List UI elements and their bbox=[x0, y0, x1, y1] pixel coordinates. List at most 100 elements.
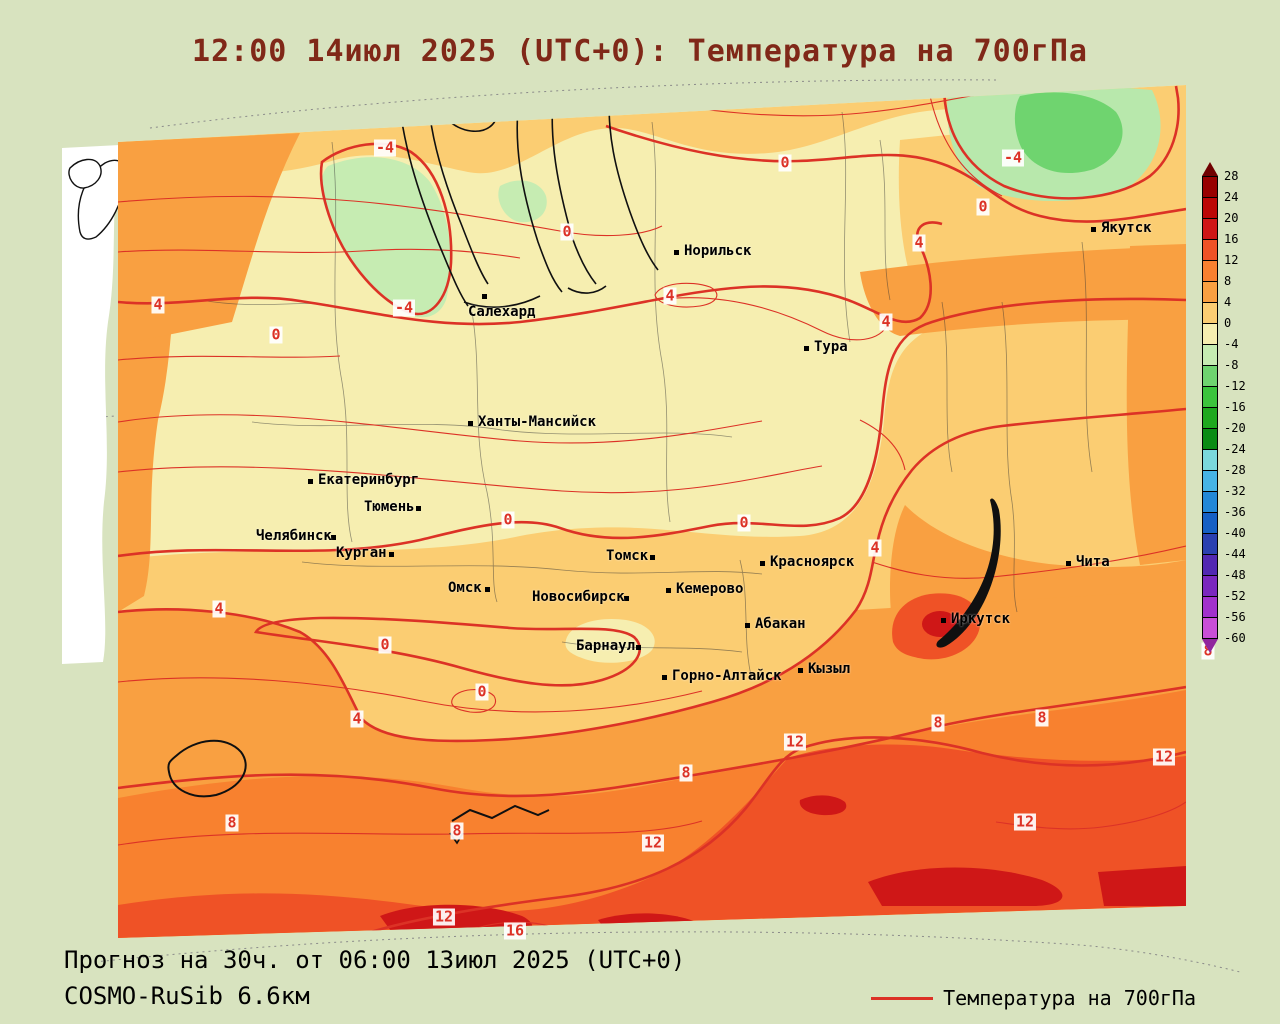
page-title: 12:00 14июл 2025 (UTC+0): Температура на… bbox=[192, 34, 1088, 69]
forecast-info: Прогноз на 30ч. от 06:00 13июл 2025 (UTC… bbox=[64, 946, 686, 974]
city-label: Челябинск bbox=[256, 528, 332, 544]
colorbar-tick-label: -52 bbox=[1224, 589, 1246, 603]
colorbar-tick-label: -40 bbox=[1224, 526, 1246, 540]
contour-label: 4 bbox=[212, 599, 226, 618]
colorbar-cell bbox=[1203, 597, 1217, 618]
city-label: Салехард bbox=[468, 304, 536, 320]
city-dot bbox=[416, 506, 421, 511]
city-dot bbox=[485, 587, 490, 592]
contour-label: 0 bbox=[560, 222, 574, 241]
city-dot bbox=[745, 623, 750, 628]
contour-label: 4 bbox=[912, 233, 926, 252]
city-label: Омск bbox=[448, 580, 482, 596]
out-of-domain-area bbox=[62, 145, 120, 664]
city-dot bbox=[662, 675, 667, 680]
city-label: Чита bbox=[1076, 554, 1110, 570]
temperature-field bbox=[118, 85, 1186, 938]
colorbar-cells bbox=[1202, 176, 1218, 639]
contour-label: 8 bbox=[1035, 708, 1049, 727]
colorbar-tick-label: -8 bbox=[1224, 358, 1239, 372]
contour-label: 12 bbox=[641, 833, 665, 852]
contour-label: -4 bbox=[392, 298, 416, 317]
contour-label: -4 bbox=[1001, 148, 1025, 167]
colorbar-tick-label: -24 bbox=[1224, 442, 1246, 456]
city-dot bbox=[636, 645, 641, 650]
colorbar-tick-label: -48 bbox=[1224, 568, 1246, 582]
city-label: Кызыл bbox=[808, 661, 851, 677]
city-label: Абакан bbox=[755, 616, 806, 632]
contour-label: 8 bbox=[450, 821, 464, 840]
colorbar-cell bbox=[1203, 408, 1217, 429]
city-dot bbox=[760, 561, 765, 566]
colorbar-tick-label: -4 bbox=[1224, 337, 1239, 351]
legend-label: Температура на 700гПа bbox=[943, 986, 1196, 1010]
contour-label: 4 bbox=[663, 286, 677, 305]
colorbar-tick-label: -28 bbox=[1224, 463, 1246, 477]
colorbar-tick-label: 28 bbox=[1224, 169, 1239, 183]
city-dot bbox=[389, 552, 394, 557]
colorbar-tick-label: 24 bbox=[1224, 190, 1239, 204]
city-dot bbox=[804, 346, 809, 351]
colorbar-cell bbox=[1203, 240, 1217, 261]
contour-label: 0 bbox=[737, 513, 751, 532]
colorbar-cell bbox=[1203, 282, 1217, 303]
colorbar-tick-label: 16 bbox=[1224, 232, 1239, 246]
contour-label: 12 bbox=[432, 907, 456, 926]
legend-line-sample bbox=[871, 996, 934, 1000]
colorbar-cell bbox=[1203, 471, 1217, 492]
colorbar-tick-label: -12 bbox=[1224, 379, 1246, 393]
colorbar-tick-label: 12 bbox=[1224, 253, 1239, 267]
colorbar-cell bbox=[1203, 324, 1217, 345]
contour-label: 8 bbox=[931, 713, 945, 732]
colorbar-tick-label: -16 bbox=[1224, 400, 1246, 414]
colorbar-cell bbox=[1203, 345, 1217, 366]
city-label: Барнаул bbox=[576, 638, 636, 654]
city-dot bbox=[650, 555, 655, 560]
colorbar-arrow-top bbox=[1202, 162, 1218, 176]
colorbar-tick-label: -20 bbox=[1224, 421, 1246, 435]
colorbar-cell bbox=[1203, 429, 1217, 450]
colorbar-cell bbox=[1203, 261, 1217, 282]
lake-baikal bbox=[936, 498, 1001, 648]
city-label: Новосибирск bbox=[532, 589, 625, 605]
colorbar-arrow-bottom bbox=[1202, 639, 1218, 653]
city-dot bbox=[1066, 561, 1071, 566]
contour-label: 0 bbox=[976, 197, 990, 216]
contour-label: 0 bbox=[778, 153, 792, 172]
contour-label: 0 bbox=[475, 682, 489, 701]
contour-label: 4 bbox=[879, 312, 893, 331]
city-dot bbox=[331, 535, 336, 540]
colorbar-cell bbox=[1203, 450, 1217, 471]
colorbar-cell bbox=[1203, 513, 1217, 534]
contour-label: 16 bbox=[503, 921, 527, 940]
colorbar-tick-label: -32 bbox=[1224, 484, 1246, 498]
city-label: Тура bbox=[814, 339, 848, 355]
city-label: Якутск bbox=[1101, 220, 1152, 236]
contour-label: 8 bbox=[225, 813, 239, 832]
colorbar-cell bbox=[1203, 576, 1217, 597]
contour-label: 0 bbox=[501, 510, 515, 529]
city-label: Тюмень bbox=[364, 499, 415, 515]
colorbar-tick-label: 4 bbox=[1224, 295, 1232, 309]
contour-label: 0 bbox=[269, 325, 283, 344]
city-dot bbox=[1091, 227, 1096, 232]
city-dot bbox=[674, 250, 679, 255]
city-label: Томск bbox=[606, 548, 649, 564]
city-label: Екатеринбург bbox=[318, 472, 420, 488]
colorbar-cell bbox=[1203, 618, 1217, 638]
contour-label: -4 bbox=[373, 138, 397, 157]
city-label: Иркутск bbox=[951, 611, 1011, 627]
city-label: Красноярск bbox=[770, 554, 855, 570]
colorbar-labels: 28 24 20 16 12 8 4 0 -4 -8 -12 -16 -20 -24 -28 -32 -36 -4… bbox=[1224, 169, 1258, 645]
contour-label: 4 bbox=[350, 709, 364, 728]
coastline-island bbox=[68, 158, 102, 189]
city-dot bbox=[798, 668, 803, 673]
city-label: Курган bbox=[336, 545, 387, 561]
contour-label: 4 bbox=[151, 295, 165, 314]
colorbar-tick-label: -56 bbox=[1224, 610, 1246, 624]
colorbar-cell bbox=[1203, 366, 1217, 387]
city-label: Кемерово bbox=[676, 581, 744, 597]
city-dot bbox=[482, 294, 487, 299]
contour-label: 12 bbox=[1152, 747, 1176, 766]
colorbar-tick-label: -60 bbox=[1224, 631, 1246, 645]
